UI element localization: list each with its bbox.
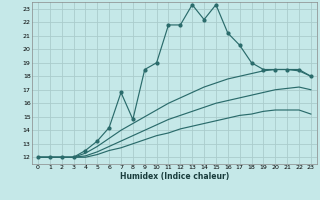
X-axis label: Humidex (Indice chaleur): Humidex (Indice chaleur) [120,172,229,181]
